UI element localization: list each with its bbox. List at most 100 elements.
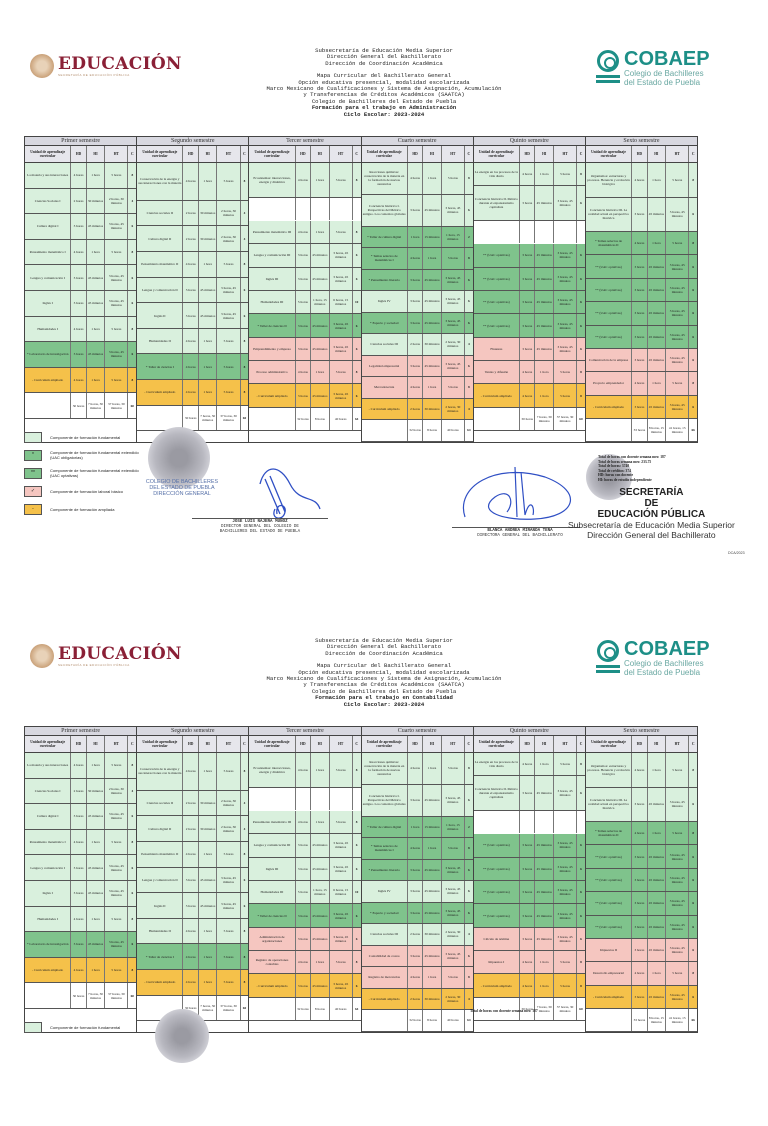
column-header: Unidad de aprendizaje curricular — [586, 736, 633, 752]
hi-value: 45 minutos — [87, 855, 106, 880]
ht-value: 6 horas, 15 minutos — [330, 290, 353, 314]
subject-name: Mercadotecnia — [362, 377, 408, 398]
semester-column: Quinto semestre Unidad de aprendizaje cur… — [473, 137, 586, 443]
credits-value: 6 — [355, 843, 358, 848]
column-header: HI — [648, 146, 667, 162]
column-header: HD — [408, 146, 424, 162]
semester-column: Segundo semestre Unidad de aprendizaje cu… — [137, 137, 250, 443]
hi-value: 8 horas — [423, 1010, 442, 1031]
subject-row: Humanidades III 5 horas 1 hora, 15 minutos… — [249, 290, 361, 315]
hd-value: 32 horas — [296, 407, 312, 431]
subject-name: Cálculo de nómina — [474, 927, 520, 951]
subject-name: Cultura digital I — [25, 804, 72, 829]
credits-value: 6 — [692, 854, 695, 859]
subject-name: * Taller de ciencias II — [249, 904, 296, 927]
subject-name: Lengua y comunicación III — [249, 244, 296, 267]
subject-name — [249, 197, 296, 220]
educacion-wordmark: EDUCACIÓN — [58, 644, 182, 664]
subject-name: * Pensamiento literario — [362, 269, 408, 290]
heading-line: Subsecretaría de Educación Media Superio… — [315, 47, 453, 54]
column-header: C — [691, 152, 695, 156]
hd-value: 30 horas — [71, 393, 87, 418]
hi-value: 1 hora — [311, 220, 330, 244]
subject-row: * Temas selectos de matemáticas II 4 hora… — [585, 822, 698, 846]
subject-name: ** (UAC optativas) — [586, 892, 633, 915]
credits-value: 6 — [243, 287, 246, 292]
credits-value: 6 — [580, 890, 582, 895]
ht-value: 40 horas — [330, 997, 353, 1021]
column-header: Unidad de aprendizaje curricular — [137, 146, 184, 162]
hi-value: 45 minutos — [535, 904, 554, 927]
subject-row: ** (UAC optativas) 3 horas 45 minutos 3 hor… — [585, 915, 698, 939]
credits-value: 4 — [467, 406, 470, 411]
subject-name — [586, 418, 633, 442]
semester-total-row: 32 horas 8 horas 40 horas 64 — [361, 1010, 473, 1032]
heading-line: Dirección de Coordinación Académica — [325, 649, 443, 657]
credits-value: 8 — [580, 762, 582, 767]
credits-value: 6 — [131, 224, 134, 229]
educacion-logo: EDUCACIÓN SECRETARÍA DE EDUCACIÓN PÚBLIC… — [30, 644, 182, 668]
cobaep-logo: COBAEP Colegio de Bachilleres del Estado… — [596, 639, 710, 677]
ht-value: 3 horas, 45 minutos — [217, 303, 241, 328]
subject-name: - Currículum ampliado — [137, 970, 184, 995]
ht-value: 3 horas, 45 minutos — [554, 314, 578, 337]
column-header-row: Unidad de aprendizaje curricular HD HI HT C — [361, 146, 473, 163]
ht-value: 3 horas, 45 minutos — [105, 855, 129, 880]
hi-value: 45 minutos — [311, 337, 330, 361]
ht-value: 3 horas, 45 minutos — [666, 302, 690, 325]
subject-row: - Currículum ampliado 3 horas 45 minutos 3 … — [249, 384, 361, 408]
ht-value: 5 horas — [217, 328, 241, 354]
ht-value: 3 horas, 45 minutos — [554, 857, 578, 880]
hd-value: 3 horas — [520, 244, 536, 267]
credits-value: 8 — [467, 766, 470, 771]
credits-value: 8 — [243, 262, 246, 267]
credits-value: 6 — [467, 320, 470, 325]
credits-value: 6 — [692, 212, 695, 217]
subject-row: La materia y sus interacciones 4 horas 1 h… — [25, 753, 137, 779]
mexico-seal-stamp-icon — [155, 1009, 209, 1063]
hi-value: 1 hora — [199, 328, 218, 354]
column-header-row: Unidad de aprendizaje curricular HD HI HT C — [473, 146, 585, 163]
hi-value: 7 horas, 30 minutos — [199, 405, 218, 431]
hi-value: 45 minutos — [423, 945, 442, 966]
credits-value: 6 — [355, 866, 358, 871]
column-header: Unidad de aprendizaje curricular — [362, 146, 408, 162]
hi-value: 45 minutos — [199, 867, 218, 893]
ht-value: 3 horas, 45 minutos — [105, 290, 129, 316]
hi-value: 30 minutos — [423, 398, 442, 419]
credits-value: 6 — [692, 948, 695, 953]
subject-name: * Taller de ciencias I — [137, 354, 184, 380]
subject-name: - Currículum ampliado — [586, 395, 633, 418]
subject-name: Ciencias sociales III — [362, 924, 408, 945]
column-header: Unidad de aprendizaje curricular — [474, 736, 520, 752]
column-header-row: Unidad de aprendizaje curricular HD HI HT C — [249, 146, 361, 163]
ht-value: 3 horas, 45 minutos — [666, 938, 690, 962]
cobaep-logo: COBAEP Colegio de Bachilleres del Estado… — [596, 49, 710, 87]
credits-value: 8 — [131, 916, 134, 921]
document-heading: Subsecretaría de Educación Media Superio… — [200, 637, 568, 708]
ht-value: 5 horas — [554, 951, 578, 974]
credits-value: 8 — [131, 840, 134, 845]
subject-row: Conciencia histórica I. Perspectivas del… — [361, 194, 473, 227]
ht-value: 3 horas, 45 minutos — [666, 325, 690, 348]
subject-name — [137, 405, 184, 431]
hd-value: 3 horas — [632, 787, 648, 822]
cobaep-wordmark: COBAEP — [624, 48, 710, 70]
hd-value: 3 horas — [632, 302, 648, 325]
hi-value: 1 hora — [87, 367, 106, 393]
hi-value: 45 minutos — [648, 892, 667, 915]
hi-value: 45 minutos — [423, 355, 442, 376]
column-header: HD — [296, 146, 312, 162]
hi-value: 8 horas, 15 minutos — [648, 418, 667, 442]
subject-row: * Taller de cultura digital 1 hora 15 minu… — [361, 816, 473, 838]
credits-value: 6 — [131, 301, 134, 306]
subject-name: Inglés IV — [362, 291, 408, 312]
subject-name — [474, 810, 520, 834]
credits-value: 8 — [243, 980, 246, 985]
subject-row — [249, 787, 361, 811]
column-header-row: Unidad de aprendizaje curricular HD HI HT C — [585, 736, 698, 753]
semester-title: Segundo semestre — [137, 137, 249, 146]
subject-name: * Laboratorio de investigación — [25, 932, 72, 957]
